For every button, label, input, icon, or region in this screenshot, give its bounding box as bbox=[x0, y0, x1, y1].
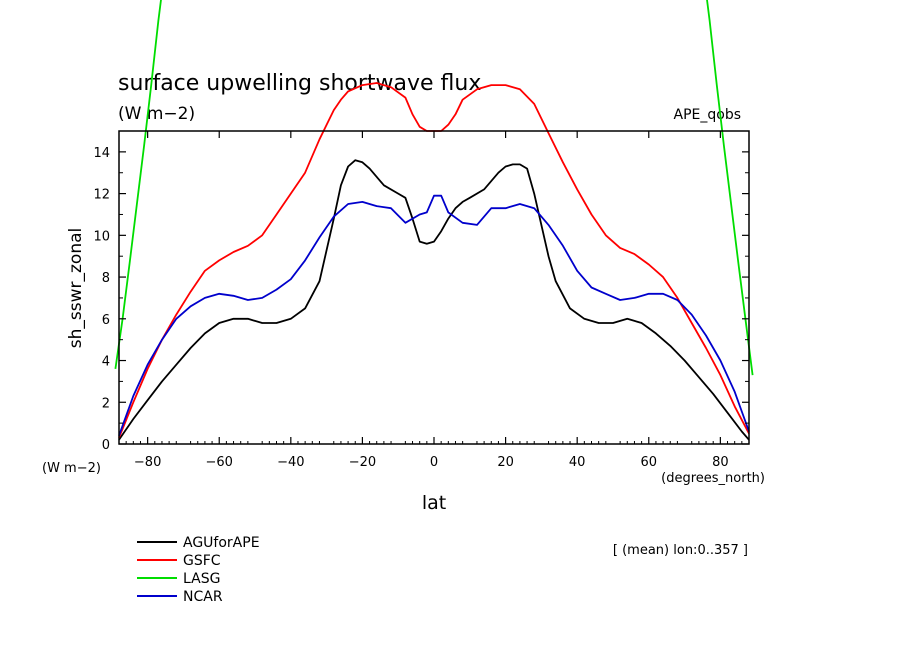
y-tick-label: 14 bbox=[93, 146, 110, 161]
plot-frame bbox=[118, 130, 750, 445]
x-tick-label: 80 bbox=[712, 455, 729, 470]
x-tick-label: 40 bbox=[569, 455, 586, 470]
y-axis-label: sh_sswr_zonal bbox=[66, 228, 86, 348]
series-line-lasg bbox=[114, 0, 162, 370]
ticks-layer: −80 −60 −40 −20 0 20 40 60 80 0 2 4 6 8 10 12 14 bbox=[93, 131, 749, 470]
legend-label-ncar: NCAR bbox=[183, 589, 223, 605]
y-tick-label: 8 bbox=[102, 271, 110, 286]
x-tick-label: 60 bbox=[640, 455, 657, 470]
legend: AGUforAPE GSFC LASG NCAR bbox=[137, 535, 260, 605]
legend-label-lasg: LASG bbox=[183, 571, 220, 587]
series-layer bbox=[114, 0, 754, 441]
averaging-note: [ (mean) lon:0..357 ] bbox=[613, 543, 748, 558]
x-tick-label: −40 bbox=[277, 455, 304, 470]
y-axis-units: (W m−2) bbox=[42, 461, 101, 476]
x-tick-label: 0 bbox=[430, 455, 438, 470]
x-tick-label: −60 bbox=[206, 455, 233, 470]
y-tick-label: 0 bbox=[102, 438, 110, 453]
x-axis-label: lat bbox=[422, 492, 446, 514]
legend-label-gsfc: GSFC bbox=[183, 553, 221, 569]
y-tick-label: 12 bbox=[93, 188, 110, 203]
chart-units: (W m−2) bbox=[118, 104, 195, 124]
x-tick-label: −20 bbox=[349, 455, 376, 470]
x-tick-label: −80 bbox=[134, 455, 161, 470]
y-tick-label: 4 bbox=[102, 355, 110, 370]
y-tick-label: 10 bbox=[93, 229, 110, 244]
y-tick-label: 6 bbox=[102, 313, 110, 328]
x-axis-units: (degrees_north) bbox=[661, 471, 765, 486]
y-tick-label: 2 bbox=[102, 396, 110, 411]
series-line-aguforape bbox=[118, 159, 750, 441]
legend-label-aguforape: AGUforAPE bbox=[183, 535, 260, 551]
model-label: APE_qobs bbox=[674, 107, 742, 123]
series-line-ncar bbox=[118, 194, 750, 437]
x-tick-label: 20 bbox=[497, 455, 514, 470]
series-line-lasg-2 bbox=[706, 0, 754, 376]
chart-title: surface upwelling shortwave flux bbox=[118, 71, 481, 96]
